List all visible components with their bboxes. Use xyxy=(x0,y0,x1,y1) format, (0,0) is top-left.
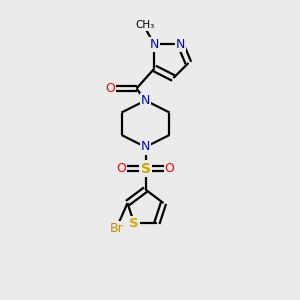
Text: S: S xyxy=(140,162,151,176)
Text: O: O xyxy=(106,82,115,95)
Text: O: O xyxy=(165,162,174,175)
Text: N: N xyxy=(176,38,185,51)
Text: Br: Br xyxy=(110,222,124,236)
Text: N: N xyxy=(141,140,150,154)
Text: N: N xyxy=(150,38,159,51)
Text: CH₃: CH₃ xyxy=(136,20,155,30)
Text: S: S xyxy=(129,217,139,230)
Text: O: O xyxy=(117,162,126,175)
Text: N: N xyxy=(141,94,150,107)
